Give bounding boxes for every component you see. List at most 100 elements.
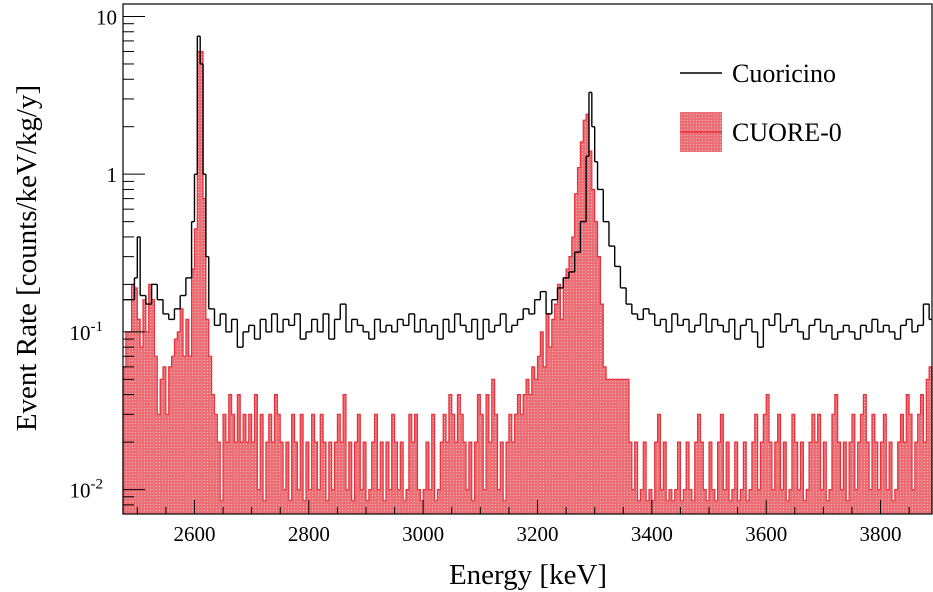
cuore0-bin — [291, 414, 295, 514]
cuore0-bin — [834, 394, 838, 514]
cuore0-bin — [571, 236, 575, 514]
cuore0-bin — [257, 489, 261, 514]
cuore0-bin — [711, 489, 715, 514]
cuore0-bin — [297, 489, 301, 514]
cuore0-bin — [311, 414, 315, 514]
x-tick-label: 2800 — [288, 522, 330, 546]
cuore0-bin — [546, 313, 549, 514]
cuore0-bin — [543, 366, 547, 514]
cuore0-bin — [383, 500, 386, 514]
cuore0-bin — [891, 500, 895, 514]
cuore0-bin — [463, 442, 467, 514]
cuore0-bin — [606, 379, 612, 514]
cuore0-bin — [506, 442, 509, 514]
cuore0-bin — [617, 379, 624, 514]
cuore0-bin — [514, 414, 518, 514]
cuore0-outline — [122, 50, 933, 514]
cuore0-bin — [394, 442, 398, 514]
cuore0-bin — [837, 442, 841, 514]
cuore0-bin — [714, 500, 718, 514]
cuore0-bin — [380, 442, 384, 514]
cuore0-bin — [657, 414, 661, 514]
cuore0-bin — [508, 414, 512, 514]
cuore0-bin — [754, 414, 758, 514]
cuore0-bin — [751, 442, 755, 514]
cuore0-bin — [820, 489, 824, 514]
cuore0-bin — [843, 442, 847, 514]
cuore0-bin — [208, 356, 212, 514]
cuore0-bin — [823, 442, 827, 514]
cuore0-bin — [600, 304, 604, 514]
cuore0-bin — [723, 489, 727, 514]
cuore0-bin — [528, 394, 532, 514]
cuore0-bin — [811, 414, 815, 514]
cuore0-bin — [434, 500, 438, 514]
cuore0-bin — [851, 414, 855, 514]
cuore0-bin — [531, 366, 535, 514]
cuore0-bin — [680, 500, 684, 514]
cuore0-bin — [420, 500, 424, 514]
cuore0-bin — [631, 489, 635, 514]
cuore0-bin — [666, 500, 670, 514]
cuore0-bin — [180, 308, 184, 514]
cuore0-series — [122, 50, 933, 515]
cuore0-bin — [486, 394, 489, 514]
cuore0-bin — [743, 442, 747, 514]
cuore0-bin — [634, 442, 638, 514]
cuore0-bin — [694, 442, 698, 514]
cuore0-bin — [237, 394, 241, 514]
cuore0-bin — [897, 442, 901, 514]
legend-label-cuoricino: Cuoricino — [732, 59, 836, 88]
cuore0-bin — [357, 414, 361, 514]
cuore0-bin — [403, 500, 407, 514]
legend-label-cuore0: CUORE-0 — [732, 118, 842, 147]
x-tick-label: 3600 — [745, 522, 787, 546]
cuore0-bin — [374, 414, 378, 514]
cuore0-bin — [185, 319, 189, 514]
cuore0-bin — [691, 500, 695, 514]
cuore0-bin — [534, 379, 538, 514]
cuore0-bin — [345, 489, 349, 514]
cuore0-bin — [840, 489, 844, 514]
cuore0-bin — [245, 442, 249, 514]
cuore0-bin — [417, 489, 421, 514]
cuore0-bin — [294, 442, 298, 514]
cuore0-bin — [354, 442, 358, 514]
cuore0-bin — [926, 379, 930, 514]
cuore0-bin — [809, 442, 812, 514]
cuore0-bin — [365, 500, 369, 514]
cuore0-bin — [243, 414, 246, 514]
cuore0-bin — [551, 319, 555, 514]
cuore0-bin — [917, 414, 921, 514]
cuore0-bin — [591, 189, 595, 514]
cuore0-bin — [205, 319, 209, 514]
cuore0-bin — [331, 489, 335, 514]
cuore0-bin — [480, 414, 484, 514]
cuore0-bin — [168, 366, 172, 514]
cuore0-bin — [234, 442, 238, 514]
cuore0-bin — [854, 489, 858, 514]
x-tick-label: 2600 — [173, 522, 215, 546]
cuore0-bin — [348, 442, 352, 514]
cuore0-bin — [783, 442, 787, 514]
cuore0-bin — [391, 414, 395, 514]
cuore0-bin — [320, 414, 324, 514]
cuore0-bin — [611, 379, 618, 514]
cuore0-bin — [877, 489, 881, 514]
cuore0-bin — [920, 394, 924, 514]
cuore0-bin — [440, 442, 444, 514]
cuore0-bin — [814, 442, 818, 514]
cuore0-bin — [909, 414, 912, 514]
cuore0-bin — [560, 319, 564, 514]
cuore0-bin — [211, 394, 215, 514]
cuore0-bin — [720, 414, 724, 514]
cuore0-bin — [740, 489, 744, 514]
cuore0-bin — [594, 221, 598, 514]
cuore0-bin — [709, 442, 712, 514]
cuore0-bin — [203, 198, 206, 514]
cuore0-bin — [157, 414, 161, 514]
y-tick-label: 10-1 — [70, 319, 104, 345]
cuore0-bin — [520, 414, 524, 514]
cuore0-bin — [780, 489, 784, 514]
